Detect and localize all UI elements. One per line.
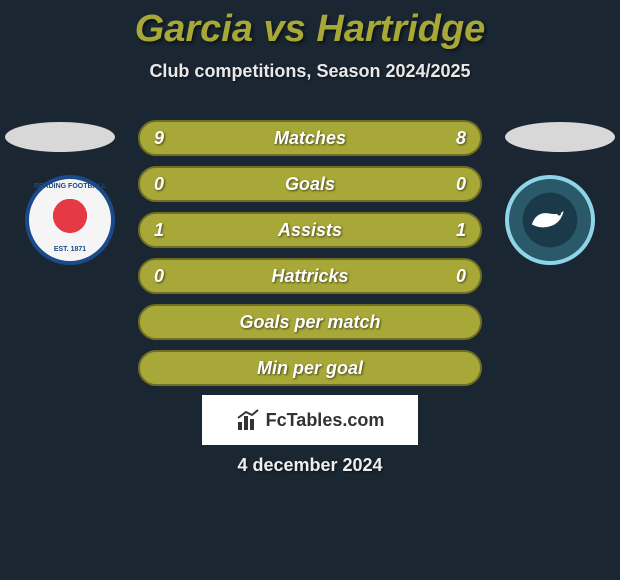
stat-bar-min-per-goal: Min per goal <box>138 350 482 386</box>
stat-bar-assists: Assists 1 1 <box>138 212 482 248</box>
subtitle: Club competitions, Season 2024/2025 <box>0 61 620 82</box>
stat-bar-goals-per-match: Goals per match <box>138 304 482 340</box>
club-badge-left: READING FOOTBALL EST. 1871 <box>25 175 115 265</box>
badge-left-top-text: READING FOOTBALL <box>29 183 111 190</box>
stat-value-left: 1 <box>154 220 164 241</box>
stat-label: Assists <box>278 220 342 241</box>
stats-bars: Matches98Goals00Assists11Hattricks00Goal… <box>138 120 482 386</box>
stat-bar-matches: Matches 9 8 <box>138 120 482 156</box>
branding-text: FcTables.com <box>266 410 385 431</box>
stat-label: Min per goal <box>257 358 363 379</box>
stat-bar-goals: Goals 0 0 <box>138 166 482 202</box>
stat-value-left: 0 <box>154 266 164 287</box>
stat-bar-hattricks: Hattricks 0 0 <box>138 258 482 294</box>
stat-value-right: 8 <box>456 128 466 149</box>
badge-left-bot-text: EST. 1871 <box>29 246 111 253</box>
player-right-ellipse <box>505 122 615 152</box>
stat-value-right: 0 <box>456 174 466 195</box>
stat-value-left: 0 <box>154 174 164 195</box>
page-title: Garcia vs Hartridge <box>0 0 620 51</box>
stat-value-right: 1 <box>456 220 466 241</box>
stat-label: Matches <box>274 128 346 149</box>
club-badge-right <box>505 175 595 265</box>
stat-value-right: 0 <box>456 266 466 287</box>
stat-label: Goals per match <box>239 312 380 333</box>
stat-label: Goals <box>285 174 335 195</box>
stat-label: Hattricks <box>271 266 348 287</box>
player-left-ellipse <box>5 122 115 152</box>
stat-value-left: 9 <box>154 128 164 149</box>
fctables-logo-icon <box>236 408 260 432</box>
date-text: 4 december 2024 <box>0 455 620 476</box>
branding-bar: FcTables.com <box>202 395 418 445</box>
